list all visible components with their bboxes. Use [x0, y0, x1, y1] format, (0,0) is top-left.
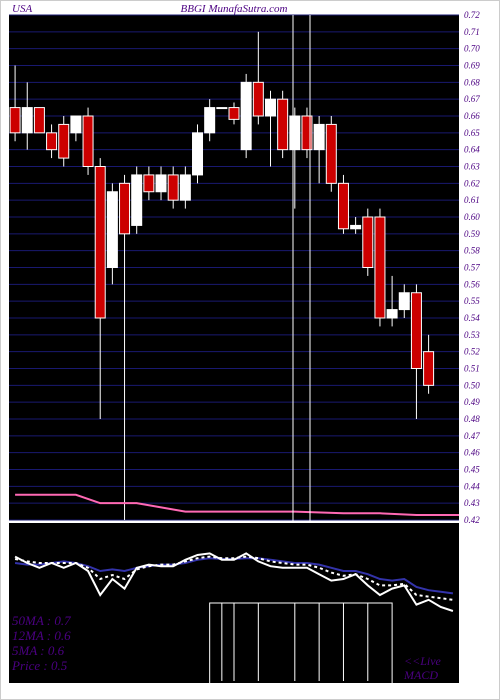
candle-down: [83, 116, 93, 167]
y-tick-label: 0.69: [464, 61, 480, 71]
y-tick-label: 0.47: [464, 431, 480, 441]
candle-up: [399, 293, 409, 310]
y-tick-label: 0.48: [464, 414, 480, 424]
chart-svg: 0.42 0.43 0.44 0.45 0.46 0.47 0.48 0.49 0.50 0.51…: [0, 0, 500, 700]
macd-chart: [9, 523, 459, 683]
y-tick-label: 0.44: [464, 481, 480, 491]
stat-price: Price : 0.5: [11, 658, 68, 673]
y-tick-label: 0.71: [464, 27, 480, 37]
y-tick-label: 0.70: [464, 44, 480, 54]
y-tick-label: 0.54: [464, 313, 480, 323]
y-tick-label: 0.59: [464, 229, 480, 239]
candle-up: [132, 175, 142, 226]
candle-up: [217, 108, 227, 109]
candle-down: [326, 124, 336, 183]
y-tick-label: 0.61: [464, 195, 480, 205]
y-tick-label: 0.51: [464, 364, 480, 374]
candle-down: [47, 133, 57, 150]
candle-up: [387, 310, 397, 318]
candle-down: [278, 99, 288, 149]
candle-up: [205, 108, 215, 133]
ticker-label: BBGI MunafaSutra.com: [181, 3, 288, 15]
candle-down: [34, 108, 44, 133]
y-tick-label: 0.66: [464, 111, 480, 121]
candle-down: [59, 124, 69, 158]
candle-down: [375, 217, 385, 318]
candle-down: [95, 167, 105, 319]
y-tick-label: 0.64: [464, 145, 480, 155]
y-tick-label: 0.72: [464, 10, 480, 20]
candle-up: [107, 192, 117, 268]
exchange-label: USA: [12, 3, 32, 15]
candle-down: [424, 352, 434, 386]
candle-down: [253, 82, 263, 116]
y-tick-label: 0.42: [464, 515, 480, 525]
y-tick-label: 0.60: [464, 212, 480, 222]
stat-ma50: 50MA : 0.7: [12, 613, 71, 628]
candle-up: [351, 225, 361, 228]
stat-ma5: 5MA : 0.6: [12, 643, 65, 658]
live-label: <<Live: [404, 654, 442, 668]
candle-down: [120, 183, 130, 234]
candle-down: [10, 108, 20, 133]
y-tick-label: 0.63: [464, 162, 480, 172]
candle-down: [168, 175, 178, 200]
y-tick-label: 0.55: [464, 296, 480, 306]
candle-up: [22, 108, 32, 133]
candle-up: [71, 116, 81, 133]
macd-label: MACD: [403, 668, 438, 682]
price-chart: 0.42 0.43 0.44 0.45 0.46 0.47 0.48 0.49 0.50 0.51…: [9, 10, 480, 525]
candle-up: [180, 175, 190, 200]
y-tick-label: 0.58: [464, 246, 480, 256]
y-tick-label: 0.56: [464, 279, 480, 289]
y-tick-label: 0.49: [464, 397, 480, 407]
stat-ma12: 12MA : 0.6: [12, 628, 71, 643]
candle-up: [314, 124, 324, 149]
chart-container: 0.42 0.43 0.44 0.45 0.46 0.47 0.48 0.49 0.50 0.51…: [0, 0, 500, 700]
candle-up: [156, 175, 166, 192]
candle-up: [290, 116, 300, 150]
y-tick-label: 0.43: [464, 498, 480, 508]
y-tick-label: 0.57: [464, 263, 480, 273]
candle-down: [411, 293, 421, 369]
candle-down: [338, 183, 348, 228]
y-tick-label: 0.45: [464, 465, 480, 475]
candle-up: [265, 99, 275, 116]
y-tick-label: 0.50: [464, 380, 480, 390]
y-tick-label: 0.53: [464, 330, 480, 340]
y-tick-label: 0.65: [464, 128, 480, 138]
y-tick-label: 0.67: [464, 94, 480, 104]
candle-down: [144, 175, 154, 192]
candle-up: [241, 82, 251, 149]
candle-down: [363, 217, 373, 268]
y-tick-label: 0.62: [464, 178, 480, 188]
candle-down: [229, 108, 239, 120]
y-tick-label: 0.46: [464, 448, 480, 458]
candle-up: [193, 133, 203, 175]
y-tick-label: 0.68: [464, 77, 480, 87]
y-tick-label: 0.52: [464, 347, 480, 357]
